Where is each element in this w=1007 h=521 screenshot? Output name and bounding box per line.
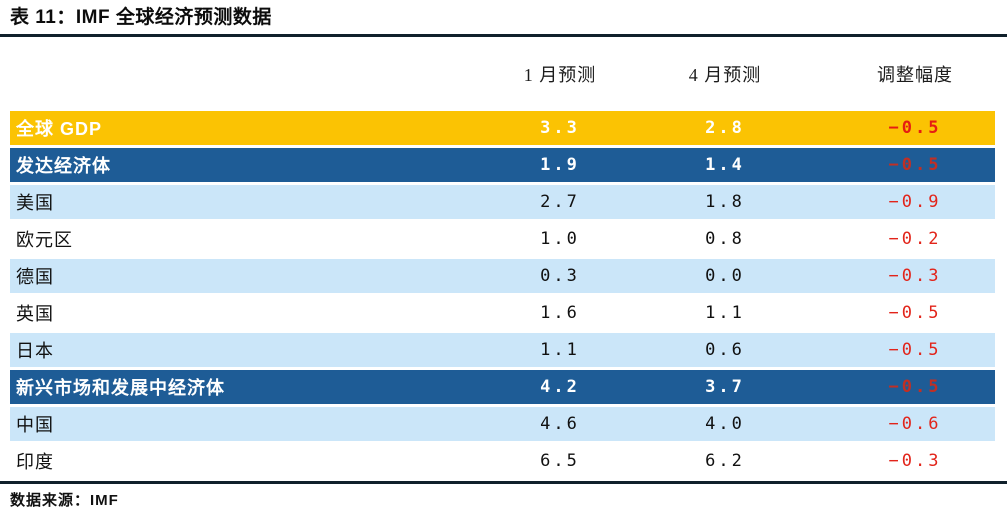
data-source-note: 数据来源：IMF	[10, 492, 119, 509]
table-row: 中国 4.6 4.0 −0.6	[10, 407, 995, 441]
table-row: 英国 1.6 1.1 −0.5	[10, 296, 995, 330]
apr-forecast-value: 6.2	[705, 451, 745, 471]
table-title: 表 11：IMF 全球经济预测数据	[10, 7, 272, 28]
apr-forecast-value: 0.0	[705, 266, 745, 286]
table-row: 美国 2.7 1.8 −0.9	[10, 185, 995, 219]
imf-forecast-table: 1 月预测 4 月预测 调整幅度 全球 GDP 3.3 2.8 −0.5 发达经济体 1.…	[0, 61, 1007, 478]
table-row: 印度 6.5 6.2 −0.3	[10, 444, 995, 478]
jan-forecast-value: 4.6	[540, 414, 580, 434]
row-label: 中国	[16, 415, 54, 435]
table-row: 全球 GDP 3.3 2.8 −0.5	[10, 111, 995, 145]
adjustment-value: −0.5	[888, 377, 942, 397]
table-row: 日本 1.1 0.6 −0.5	[10, 333, 995, 367]
apr-forecast-value: 4.0	[705, 414, 745, 434]
adjustment-value: −0.3	[888, 266, 942, 286]
apr-forecast-value: 0.6	[705, 340, 745, 360]
table-row: 欧元区 1.0 0.8 −0.2	[10, 222, 995, 256]
imf-forecast-table-page: 表 11：IMF 全球经济预测数据 1 月预测 4 月预测 调整幅度 全球 GD…	[0, 6, 1007, 521]
table-row: 新兴市场和发展中经济体 4.2 3.7 −0.5	[10, 370, 995, 404]
column-header-april-forecast: 4 月预测	[688, 65, 762, 85]
jan-forecast-value: 1.6	[540, 303, 580, 323]
jan-forecast-value: 1.1	[540, 340, 580, 360]
adjustment-value: −0.9	[888, 192, 942, 212]
jan-forecast-value: 1.9	[540, 155, 580, 175]
row-label: 欧元区	[16, 230, 73, 250]
row-label: 日本	[16, 341, 54, 361]
jan-forecast-value: 0.3	[540, 266, 580, 286]
apr-forecast-value: 1.4	[705, 155, 745, 175]
table-body: 全球 GDP 3.3 2.8 −0.5 发达经济体 1.9 1.4 −0.5 美国 2.7 1.8 −…	[0, 111, 1007, 478]
column-header-january-forecast: 1 月预测	[523, 65, 597, 85]
jan-forecast-value: 3.3	[540, 118, 580, 138]
table-header-row: 1 月预测 4 月预测 调整幅度	[10, 61, 995, 87]
jan-forecast-value: 1.0	[540, 229, 580, 249]
footer-divider	[0, 481, 1007, 484]
table-row: 发达经济体 1.9 1.4 −0.5	[10, 148, 995, 182]
adjustment-value: −0.5	[888, 340, 942, 360]
apr-forecast-value: 1.1	[705, 303, 745, 323]
adjustment-value: −0.5	[888, 118, 942, 138]
row-label: 发达经济体	[16, 156, 111, 176]
adjustment-value: −0.3	[888, 451, 942, 471]
title-divider	[0, 34, 1007, 37]
row-label: 英国	[16, 304, 54, 324]
row-label: 美国	[16, 193, 54, 213]
jan-forecast-value: 2.7	[540, 192, 580, 212]
jan-forecast-value: 6.5	[540, 451, 580, 471]
row-label: 德国	[16, 267, 54, 287]
row-label: 印度	[16, 452, 54, 472]
jan-forecast-value: 4.2	[540, 377, 580, 397]
adjustment-value: −0.2	[888, 229, 942, 249]
adjustment-value: −0.5	[888, 155, 942, 175]
row-label: 新兴市场和发展中经济体	[16, 378, 225, 398]
apr-forecast-value: 2.8	[705, 118, 745, 138]
adjustment-value: −0.5	[888, 303, 942, 323]
table-row: 德国 0.3 0.0 −0.3	[10, 259, 995, 293]
column-header-adjustment: 调整幅度	[877, 65, 953, 85]
apr-forecast-value: 3.7	[705, 377, 745, 397]
row-label: 全球 GDP	[16, 119, 103, 139]
apr-forecast-value: 0.8	[705, 229, 745, 249]
adjustment-value: −0.6	[888, 414, 942, 434]
apr-forecast-value: 1.8	[705, 192, 745, 212]
